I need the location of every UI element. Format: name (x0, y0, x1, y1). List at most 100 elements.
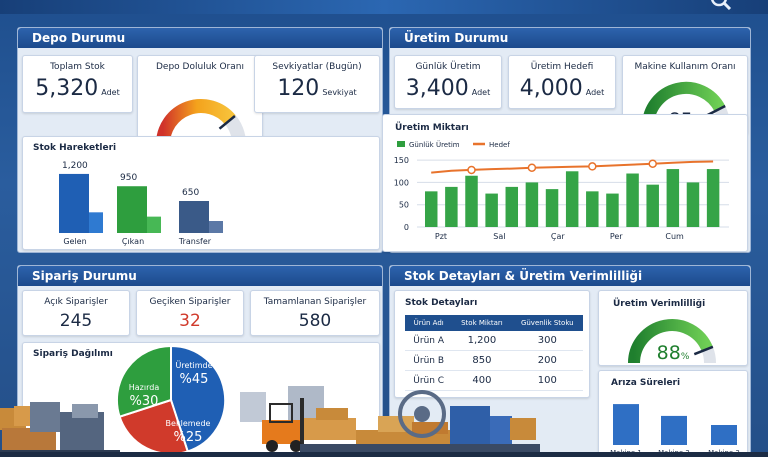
table-cell: 100 (511, 370, 583, 391)
kpi-unit: Sevkiyat (322, 88, 357, 97)
kpi-geciken-siparis[interactable]: Geçiken Siparişler 32 (136, 290, 244, 336)
slice-value-label: %45 (180, 372, 209, 387)
kpi-label: Geçiken Siparişler (149, 297, 231, 307)
x-tick-label: Pzt (435, 232, 447, 241)
slice-value-label: %30 (130, 394, 159, 409)
production-bar[interactable] (545, 189, 559, 227)
kpi-tamamlanan-siparis[interactable]: Tamamlanan Siparişler 580 (250, 290, 380, 336)
kpi-toplam-stok[interactable]: Toplam Stok 5,320 Adet (22, 55, 133, 113)
pie-slice-Üretimde[interactable] (170, 344, 227, 453)
production-bar[interactable] (445, 186, 458, 227)
warehouse-illustration (0, 386, 768, 457)
table-row[interactable]: Ürün B 850 200 (405, 350, 583, 371)
search-icon[interactable] (710, 0, 732, 10)
target-marker[interactable] (527, 163, 537, 172)
verim-value: 88% (599, 342, 747, 364)
table-cell: 300 (511, 331, 583, 351)
kpi-label: Toplam Stok (50, 62, 105, 72)
kpi-uretim-hedefi[interactable]: Üretim Hedefi 4,000 Adet (508, 55, 616, 109)
table-row[interactable]: Ürün C 400 100 (405, 370, 583, 391)
pie-slice-Hazırda[interactable] (115, 344, 172, 418)
kpi-number: 4,000 (519, 76, 583, 101)
target-marker[interactable] (648, 159, 657, 168)
kpi-number: 245 (59, 311, 93, 331)
kpi-unit: Adet (471, 88, 491, 97)
table-header-row: Ürün Adı Stok Miktarı Güvenlik Stoku (405, 315, 583, 331)
kpi-number: 5,320 (35, 76, 99, 101)
panel-title: Sipariş Dağılımı (33, 349, 113, 359)
kpi-gunluk-uretim[interactable]: Günlük Üretim 3,400 Adet (394, 55, 502, 109)
panel-title: Arıza Süreleri (611, 378, 681, 388)
panel-title: Stok Hareketleri (33, 143, 117, 153)
depo-title: Depo Durumu (18, 28, 382, 48)
column-header[interactable]: Ürün Adı (405, 315, 453, 331)
production-bar[interactable] (666, 169, 680, 227)
stok-detay-panel: Stok Detayları Ürün Adı Stok Miktarı Güv… (394, 290, 590, 398)
production-bar[interactable] (646, 184, 659, 227)
uretim-verim-panel[interactable]: Üretim Verimlilliği 88% (598, 290, 748, 366)
kpi-sevkiyat[interactable]: Sevkiyatlar (Bugün) 120 Sevkiyat (254, 55, 380, 113)
x-tick-label: Cum (665, 232, 684, 241)
bar-segment (89, 212, 103, 233)
ariza-bar[interactable] (613, 404, 639, 445)
bar-value-label: 650 (182, 188, 199, 198)
bar-Transfer[interactable] (179, 201, 209, 233)
slice-name-label: Hazırda (129, 383, 160, 392)
bar-value-label: 950 (120, 173, 137, 183)
ariza-bar[interactable] (661, 415, 687, 445)
legend-swatch-uretim (397, 141, 405, 147)
production-bar[interactable] (606, 193, 619, 227)
uretim-title: Üretim Durumu (390, 28, 750, 48)
uretim-miktari-panel: Üretim Miktarı Günlük Üretim Hedef 0 50 100 1… (382, 114, 748, 252)
table-cell: 200 (511, 350, 583, 371)
production-bar[interactable] (425, 191, 438, 227)
y-tick-label: 150 (394, 156, 409, 165)
production-bar[interactable] (706, 169, 720, 227)
bar-segment (209, 221, 223, 233)
production-bar[interactable] (686, 182, 700, 227)
kpi-label: Günlük Üretim (415, 62, 481, 72)
bar-Çıkan[interactable] (117, 186, 147, 233)
kpi-acik-siparis[interactable]: Açık Siparişler 245 (22, 290, 130, 336)
target-marker[interactable] (467, 165, 476, 175)
target-marker[interactable] (588, 162, 597, 171)
production-bar[interactable] (465, 175, 478, 227)
legend-label: Günlük Üretim (409, 140, 460, 149)
y-tick-label: 0 (404, 223, 409, 232)
bar-Gelen[interactable] (59, 173, 89, 233)
column-header[interactable]: Stok Miktarı (452, 315, 512, 331)
kpi-label: Tamamlanan Siparişler (263, 297, 367, 307)
production-bar[interactable] (626, 173, 639, 227)
uretim-section: Üretim Durumu Günlük Üretim 3,400 Adet Ür… (382, 27, 751, 253)
verim-gauge (628, 319, 716, 364)
x-tick-label: Transfer (178, 237, 212, 246)
kpi-value: 5,320 Adet (23, 76, 132, 101)
table-row[interactable]: Ürün A 1,200 300 (405, 331, 583, 351)
makine-gauge (641, 81, 730, 127)
panel-title: Üretim Miktarı (395, 123, 469, 133)
legend-label: Hedef (489, 141, 510, 149)
production-bar[interactable] (586, 191, 599, 227)
bar-value-label: 1,200 (62, 161, 88, 171)
y-tick-label: 50 (399, 201, 409, 210)
column-header[interactable]: Güvenlik Stoku (511, 315, 583, 331)
y-tick-label: 100 (394, 178, 409, 187)
x-tick-label: Çar (551, 232, 565, 241)
slice-name-label: Üretimde (175, 360, 212, 370)
kpi-value: 120 Sevkiyat (255, 76, 379, 101)
production-bar[interactable] (525, 182, 539, 227)
table-cell: 850 (452, 350, 512, 371)
gauge-unit: % (680, 352, 690, 362)
production-bar[interactable] (565, 171, 579, 227)
kpi-number: 32 (179, 311, 201, 331)
table-cell: 1,200 (452, 331, 512, 351)
slice-name-label: Beklemede (166, 419, 211, 428)
ariza-bar[interactable] (711, 425, 737, 445)
production-bar[interactable] (505, 186, 519, 227)
table-cell: Ürün A (405, 331, 453, 351)
doluluk-gauge (156, 99, 246, 145)
kpi-number: 120 (277, 76, 320, 101)
production-bar[interactable] (485, 193, 498, 227)
stok-hareket-panel: Stok Hareketleri 1,200 Gelen 950 Çıkan 650 Tr… (22, 136, 380, 250)
table-cell: 400 (452, 370, 512, 391)
